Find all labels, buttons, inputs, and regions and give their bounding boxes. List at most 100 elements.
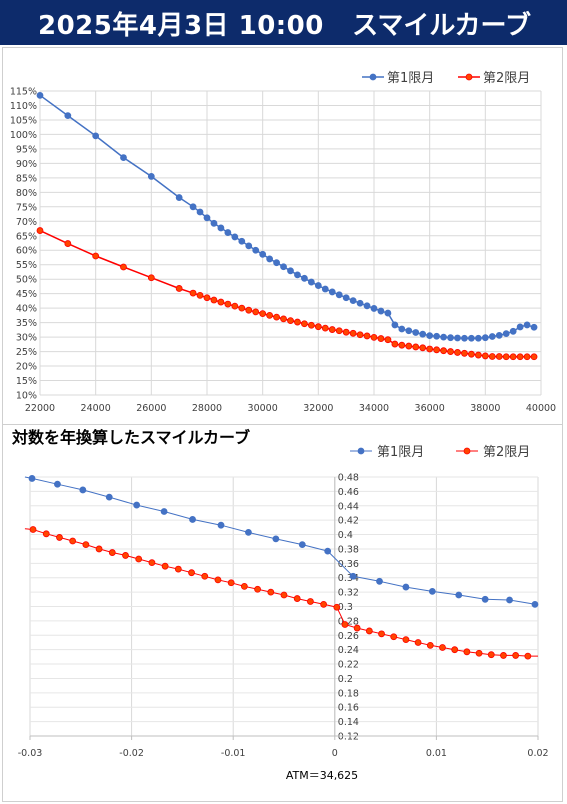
x-tick-label: 38000 [470, 403, 500, 414]
y-tick-label: 0.28 [338, 616, 359, 627]
data-point [440, 347, 447, 355]
data-point [252, 308, 260, 316]
data-point [341, 621, 349, 628]
data-point [217, 521, 225, 529]
data-point [502, 353, 510, 361]
data-point [147, 274, 155, 282]
data-point [301, 274, 308, 282]
x-axis-label: ATM＝34,625 [286, 769, 358, 782]
data-point [294, 271, 301, 279]
data-point [56, 534, 63, 541]
data-point [69, 537, 77, 545]
data-point [189, 516, 196, 523]
data-point [455, 591, 463, 599]
legend-label: 第1限月 [377, 445, 424, 460]
data-point [245, 242, 253, 250]
data-point [280, 263, 287, 271]
y-tick-label: 90% [16, 159, 37, 170]
x-tick-label: 22000 [25, 403, 55, 414]
data-point [412, 329, 420, 336]
y-tick-label: 105% [10, 115, 37, 126]
data-point [175, 194, 183, 201]
data-point [64, 240, 72, 247]
y-tick-label: 55% [16, 260, 37, 271]
data-point [426, 332, 434, 340]
data-point [495, 353, 503, 360]
y-tick-label: 0.3 [338, 602, 353, 613]
data-point [210, 296, 218, 304]
data-point [426, 641, 434, 649]
data-point [266, 255, 274, 263]
data-point [463, 648, 471, 656]
data-point [531, 600, 539, 608]
x-tick-label: 26000 [136, 403, 166, 414]
data-point [148, 559, 156, 567]
data-point [335, 291, 343, 299]
data-point [353, 624, 361, 632]
data-point [349, 572, 357, 580]
y-tick-label: 65% [16, 231, 37, 242]
data-point [82, 541, 90, 549]
data-point [370, 333, 378, 341]
data-point [398, 341, 406, 349]
data-point [287, 267, 294, 275]
data-point [488, 333, 496, 340]
data-point [320, 600, 328, 608]
data-point [433, 332, 441, 340]
data-point [217, 298, 225, 306]
data-point [314, 282, 322, 289]
data-point [174, 565, 182, 573]
y-tick-label: 115% [10, 87, 37, 98]
data-point [217, 224, 225, 232]
smile-curve-chart: 10% 15% 20% 25% 30% 35% 40% 45% 50% 55% 60% 65% 70% 7… [10, 71, 556, 414]
data-point [188, 569, 195, 577]
data-point [54, 480, 61, 488]
y-tick-label: 0.46 [338, 487, 359, 498]
data-point [405, 327, 413, 335]
data-point [487, 651, 495, 659]
data-point [419, 344, 427, 352]
header-bar: 2025年4月3日 10:00 スマイルカーブ [0, 0, 567, 45]
y-tick-label: 0.12 [338, 732, 359, 743]
y-tick-label: 0.18 [338, 688, 359, 699]
x-tick-label: 32000 [303, 403, 333, 414]
data-point [509, 327, 517, 335]
data-point [391, 340, 399, 348]
data-point [267, 588, 275, 596]
data-point [363, 332, 371, 340]
data-point [356, 299, 364, 307]
legend-marker [465, 73, 473, 81]
data-point [287, 317, 294, 324]
series-line [24, 476, 539, 606]
data-point [402, 583, 410, 591]
data-point [273, 259, 280, 267]
data-point [426, 345, 434, 353]
data-point [224, 229, 232, 236]
x-tick-label: -0.02 [119, 748, 144, 759]
data-point [64, 112, 72, 120]
x-tick-label: 40000 [526, 403, 556, 414]
data-point [324, 547, 332, 555]
data-point [29, 526, 37, 533]
x-tick-label: 36000 [415, 403, 445, 414]
data-point [384, 309, 392, 317]
y-tick-label: 25% [16, 347, 37, 358]
data-point [376, 577, 383, 585]
data-point [245, 528, 252, 536]
y-tick-label: 0.34 [338, 573, 359, 584]
data-point [370, 305, 378, 312]
data-point [481, 352, 489, 360]
data-point [231, 233, 239, 241]
data-point [266, 311, 274, 319]
data-point [135, 555, 143, 563]
x-tick-label: 24000 [81, 403, 111, 414]
x-tick-label: 0 [332, 748, 338, 759]
data-point [238, 237, 246, 245]
data-point [133, 501, 141, 509]
data-point [516, 323, 524, 331]
data-point [105, 493, 113, 501]
y-tick-label: 15% [16, 376, 37, 387]
y-tick-label: 0.4 [338, 530, 353, 541]
legend-marker [463, 447, 471, 455]
data-point [92, 252, 100, 260]
